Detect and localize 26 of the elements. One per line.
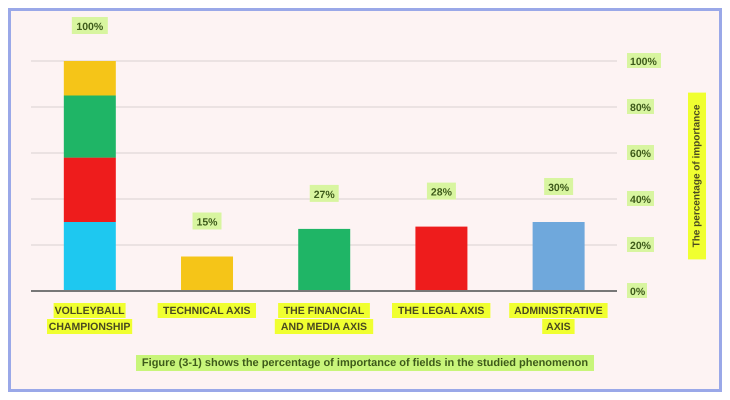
x-tick-label: TECHNICAL AXIS [163,305,251,317]
total-label: 100% [76,21,104,33]
total-label: 28% [430,186,453,199]
bar [415,226,468,291]
x-tick-label: ADMINISTRATIVE AXIS [514,305,603,333]
total-label: 30% [548,182,570,194]
x-tick-label: THE LEGAL AXIS [398,305,484,317]
y-tick-label: 60% [630,148,652,160]
y-tick-label: 40% [630,194,652,206]
bar [181,256,234,291]
x-tick-label: VOLLEYBALL CHAMPIONSHIP [48,305,130,333]
y-tick-label: 0% [630,286,646,298]
bar [64,222,116,291]
total-label: 27% [314,188,336,201]
total-label: 15% [196,216,218,228]
bar [64,61,116,96]
bar [298,228,350,291]
x-tick-label: THE FINANCIAL AND MEDIA AXIS [280,305,368,333]
text: Figure (3-1) shows the percentage of importance of fields in the studied phenomenon [136,355,594,371]
y-axis-title: The percentage of importance [692,104,702,248]
y-tick-label: 80% [630,102,652,114]
bar [532,222,585,291]
bar [64,158,116,222]
bar [64,96,116,158]
y-tick-label: 20% [630,240,652,252]
y-tick-label: 100% [630,56,658,68]
